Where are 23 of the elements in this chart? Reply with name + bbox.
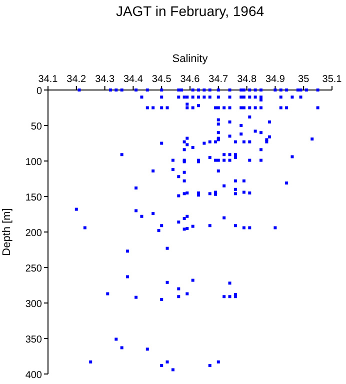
x-tick-label: 35: [298, 74, 310, 85]
y-tick-label: 350: [25, 334, 42, 346]
chart-title: JAGT in February, 1964: [116, 3, 264, 19]
x-tick-label: 34.6: [180, 74, 200, 85]
y-tick-label: 250: [25, 264, 42, 274]
x-tick-label: 34.7: [208, 74, 229, 85]
x-tick-label: 34.1: [38, 74, 58, 85]
x-tick-label: 34.5: [152, 74, 172, 85]
y-tick-label: 0: [36, 86, 42, 97]
y-tick-label: 150: [25, 192, 42, 204]
x-tick-label: 35.1: [322, 74, 342, 85]
x-tick-label: 34.2: [66, 74, 87, 85]
y-tick-label: 50: [30, 122, 42, 132]
y-tick-label: 200: [25, 228, 42, 239]
y-tick-label: 100: [25, 157, 42, 168]
y-tick-label: 300: [25, 299, 42, 310]
y-axis-title: Depth [m]: [1, 208, 13, 256]
x-tick-label: 34.8: [237, 74, 257, 85]
x-axis-title: Salinity: [172, 53, 208, 65]
x-tick-label: 34.9: [265, 74, 286, 85]
y-tick-label: 400: [25, 370, 42, 381]
x-tick-label: 34.3: [95, 74, 115, 85]
x-tick-label: 34.4: [123, 74, 144, 85]
